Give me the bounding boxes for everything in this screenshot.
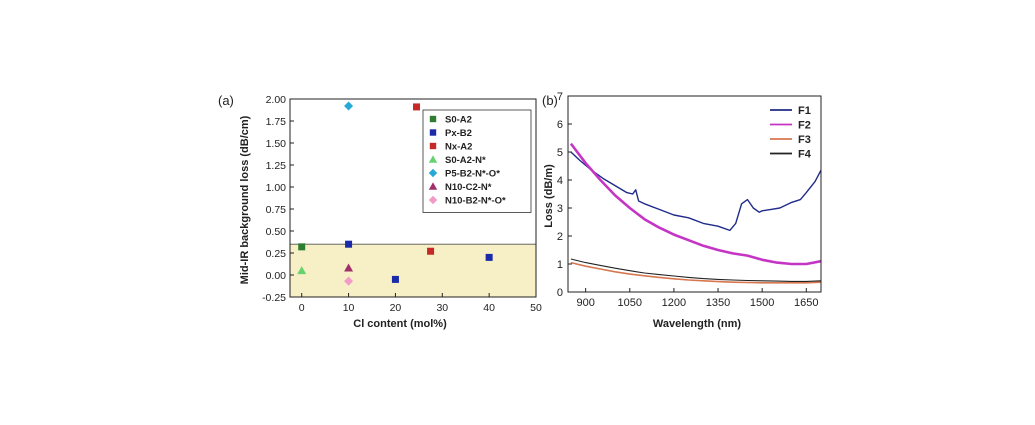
y-tick-label: 4: [557, 175, 563, 187]
panel-a-x-axis-label: Cl content (mol%): [353, 318, 447, 330]
panel-b-x-axis-label: Wavelength (nm): [653, 318, 742, 330]
y-tick-label: 5: [557, 147, 563, 159]
legend-marker: [429, 142, 437, 150]
y-tick-label: 1.00: [266, 182, 287, 194]
data-point: [345, 240, 353, 248]
y-tick-label: 0.50: [266, 226, 287, 238]
legend-label: F1: [798, 105, 811, 117]
y-tick-label: 2.00: [266, 94, 287, 106]
legend-label: S0-A2: [445, 115, 472, 126]
panel-b-y-ticks: 0 1 2 3 4 5 6 7: [557, 91, 572, 299]
y-tick-label: 2: [557, 231, 563, 243]
x-tick-label: 1200: [662, 297, 686, 309]
data-point: [391, 275, 399, 283]
y-tick-label: 0.00: [266, 270, 287, 282]
series-line: [570, 151, 822, 232]
y-tick-label: -0.25: [262, 292, 286, 304]
y-tick-label: 0.75: [266, 204, 287, 216]
legend-marker: [428, 182, 438, 190]
series-line: [569, 142, 822, 266]
legend-marker: [428, 168, 438, 178]
y-tick-label: 1.75: [266, 116, 287, 128]
legend-label: Nx-A2: [445, 142, 472, 153]
data-point: [298, 243, 306, 251]
panel-b-legend: F1 F2 F3 F4: [770, 105, 812, 161]
x-tick-label: 1500: [750, 297, 774, 309]
x-tick-label: 1350: [706, 297, 730, 309]
panel-b-lines: [569, 142, 822, 284]
legend-label: F3: [798, 134, 811, 146]
legend-marker: [429, 129, 437, 136]
panel-b-x-ticks: 900 1050 1200 1350 1500 1650: [576, 288, 819, 309]
panel-a-shaded-band: [290, 244, 536, 297]
legend-marker: [428, 155, 438, 163]
panel-a-x-ticks: 0 10 20 30 40 50: [299, 293, 542, 314]
panel-a-y-axis-label: Mid-IR background loss (dB/cm): [239, 115, 251, 284]
y-tick-label: 1: [557, 259, 563, 271]
series-line: [570, 261, 822, 284]
legend-label: Px-B2: [445, 128, 472, 139]
x-tick-label: 1050: [618, 297, 642, 309]
data-point: [297, 266, 307, 275]
y-tick-label: 7: [557, 91, 563, 103]
x-tick-label: 1650: [794, 297, 818, 309]
panel-b-frame: [567, 95, 822, 293]
legend-label: N10-C2-N*: [445, 182, 492, 193]
legend-marker: [428, 195, 438, 205]
legend-marker: [429, 115, 437, 123]
panel-a-points: [297, 101, 493, 286]
x-tick-label: 40: [483, 302, 495, 314]
legend-box: [422, 109, 532, 213]
x-tick-label: 30: [436, 302, 448, 314]
data-point: [344, 263, 354, 272]
y-tick-label: 1.50: [266, 138, 287, 150]
panel-a-frame: [289, 98, 537, 298]
panel-a-legend: S0-A2 Px-B2 Nx-A2 S0-A2-N* P5-B2-N*-O* N10-C2…: [422, 109, 532, 213]
series-line: [570, 258, 822, 282]
y-tick-label: 3: [557, 203, 563, 215]
legend-label: F4: [798, 149, 812, 161]
x-tick-label: 50: [530, 302, 542, 314]
panel-b-y-axis-label: Loss (dB/m): [543, 164, 555, 228]
legend-label: P5-B2-N*-O*: [445, 169, 500, 180]
data-point: [485, 253, 493, 261]
y-tick-label: 1.25: [266, 160, 287, 172]
data-point: [427, 247, 435, 255]
x-tick-label: 20: [390, 302, 402, 314]
y-tick-label: 6: [557, 119, 563, 131]
data-point: [344, 276, 354, 286]
legend-label: N10-B2-N*-O*: [445, 196, 506, 207]
legend-label: S0-A2-N*: [445, 155, 486, 166]
panel-a-y-ticks: -0.25 0.00 0.25 0.50 0.75 1.00 1.25 1.50 1.75 2.0…: [262, 94, 294, 304]
panel-b-label: (b): [542, 93, 558, 108]
data-point: [344, 101, 354, 111]
panel-a: (a) -0.25 0.00 0.25 0.50 0.75 1.00 1.25 1.50 1.7…: [218, 93, 542, 330]
x-tick-label: 10: [343, 302, 355, 314]
panel-a-label: (a): [218, 93, 234, 108]
data-point: [413, 103, 421, 111]
x-tick-label: 0: [299, 302, 305, 314]
legend-label: F2: [798, 120, 811, 132]
x-tick-label: 900: [576, 297, 594, 309]
y-tick-label: 0: [557, 287, 563, 299]
y-tick-label: 0.25: [266, 248, 287, 260]
